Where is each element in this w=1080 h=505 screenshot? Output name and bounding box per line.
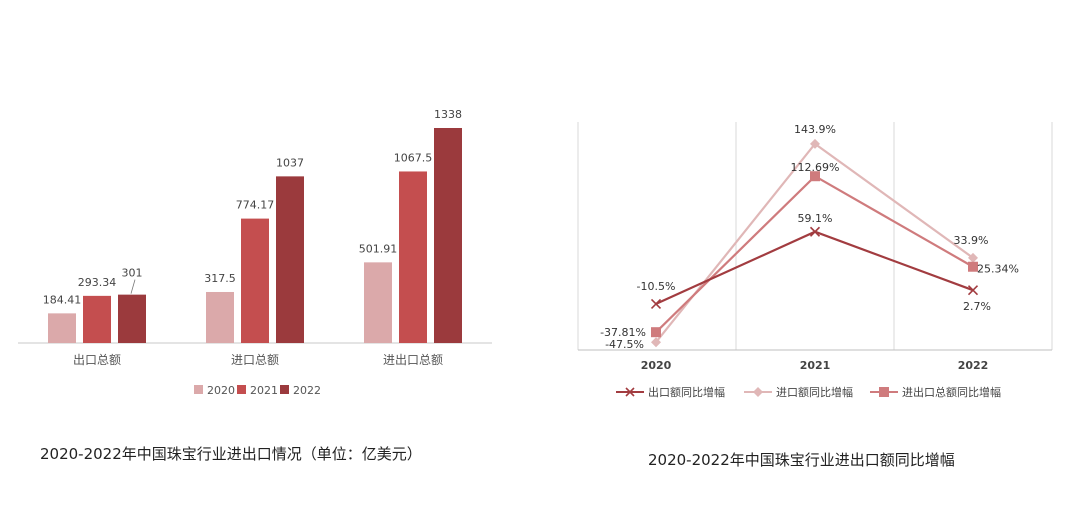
- data-label: 293.34: [78, 276, 117, 289]
- data-label: 774.17: [236, 199, 275, 212]
- data-point: [651, 327, 661, 338]
- legend-label: 进出口总额同比增幅: [902, 385, 1001, 399]
- data-point: [810, 171, 820, 182]
- data-point: [810, 138, 820, 149]
- data-point: [968, 261, 978, 272]
- data-label: 317.5: [204, 272, 236, 285]
- leader-line: [130, 279, 136, 294]
- data-label: 184.41: [43, 293, 82, 306]
- data-label: -47.5%: [605, 338, 644, 351]
- legend-swatch: [280, 385, 289, 394]
- bar: [48, 313, 76, 343]
- bar: [83, 295, 111, 343]
- legend-label: 2021: [250, 384, 278, 397]
- bar-chart-caption: 2020-2022年中国珠宝行业进出口情况（单位：亿美元）: [40, 445, 422, 463]
- data-point: [968, 252, 978, 263]
- data-label: -37.81%: [600, 326, 646, 339]
- data-label: 501.91: [359, 242, 398, 255]
- x-tick-label: 2020: [641, 359, 672, 372]
- x-tick-label: 出口总额: [73, 353, 121, 367]
- data-label: 143.9%: [794, 123, 836, 136]
- data-label: 59.1%: [798, 212, 833, 225]
- legend-label: 出口额同比增幅: [648, 385, 725, 399]
- legend-swatch: [237, 385, 246, 394]
- data-label: 1067.5: [394, 151, 433, 164]
- data-label: 1037: [276, 156, 304, 169]
- legend-marker: [753, 387, 763, 397]
- data-label: 1338: [434, 108, 462, 121]
- data-label: 112.69%: [791, 161, 840, 174]
- bar: [434, 127, 462, 343]
- data-label: -10.5%: [637, 280, 676, 293]
- data-point: [809, 226, 821, 237]
- data-label: 301: [122, 267, 143, 280]
- legend-label: 2022: [293, 384, 321, 397]
- legend-label: 2020: [207, 384, 235, 397]
- bar: [118, 294, 146, 343]
- data-label: 33.9%: [954, 234, 989, 247]
- data-point: [967, 285, 979, 296]
- data-label: 25.34%: [977, 263, 1019, 276]
- data-point: [651, 337, 661, 348]
- legend-swatch: [194, 385, 203, 394]
- line-chart-caption: 2020-2022年中国珠宝行业进出口额同比增幅: [648, 451, 955, 469]
- bar: [276, 176, 304, 343]
- bar: [206, 291, 234, 343]
- data-point: [650, 298, 662, 309]
- x-tick-label: 进出口总额: [383, 353, 443, 367]
- x-tick-label: 2022: [958, 359, 989, 372]
- x-tick-label: 2021: [800, 359, 831, 372]
- series-line: [655, 230, 974, 305]
- legend-label: 进口额同比增幅: [776, 385, 853, 399]
- bar: [364, 262, 392, 343]
- x-tick-label: 进口总额: [231, 353, 279, 367]
- bar: [241, 218, 269, 343]
- data-label: 2.7%: [963, 300, 991, 313]
- legend-marker: [879, 387, 889, 397]
- bar: [399, 171, 427, 343]
- series-line: [655, 174, 974, 333]
- legend-marker: [625, 387, 635, 397]
